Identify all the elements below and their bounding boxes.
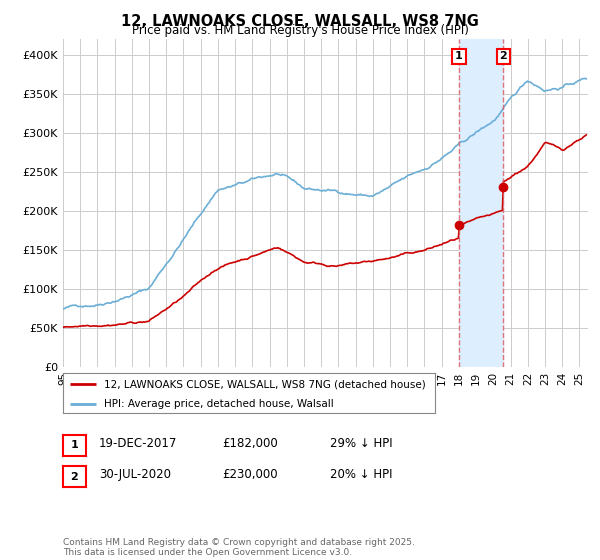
- Text: 29% ↓ HPI: 29% ↓ HPI: [330, 437, 392, 450]
- Text: 19-DEC-2017: 19-DEC-2017: [99, 437, 178, 450]
- Text: 1: 1: [71, 440, 78, 450]
- Text: Contains HM Land Registry data © Crown copyright and database right 2025.
This d: Contains HM Land Registry data © Crown c…: [63, 538, 415, 557]
- Text: 1: 1: [455, 52, 463, 62]
- Text: £230,000: £230,000: [222, 468, 278, 481]
- Text: 20% ↓ HPI: 20% ↓ HPI: [330, 468, 392, 481]
- Text: 12, LAWNOAKS CLOSE, WALSALL, WS8 7NG (detached house): 12, LAWNOAKS CLOSE, WALSALL, WS8 7NG (de…: [104, 379, 425, 389]
- Text: 12, LAWNOAKS CLOSE, WALSALL, WS8 7NG: 12, LAWNOAKS CLOSE, WALSALL, WS8 7NG: [121, 14, 479, 29]
- Text: Price paid vs. HM Land Registry's House Price Index (HPI): Price paid vs. HM Land Registry's House …: [131, 24, 469, 37]
- Text: 30-JUL-2020: 30-JUL-2020: [99, 468, 171, 481]
- Text: 2: 2: [499, 52, 507, 62]
- Bar: [459, 39, 503, 367]
- Text: 2: 2: [71, 472, 78, 482]
- Text: HPI: Average price, detached house, Walsall: HPI: Average price, detached house, Wals…: [104, 399, 334, 409]
- Text: £182,000: £182,000: [222, 437, 278, 450]
